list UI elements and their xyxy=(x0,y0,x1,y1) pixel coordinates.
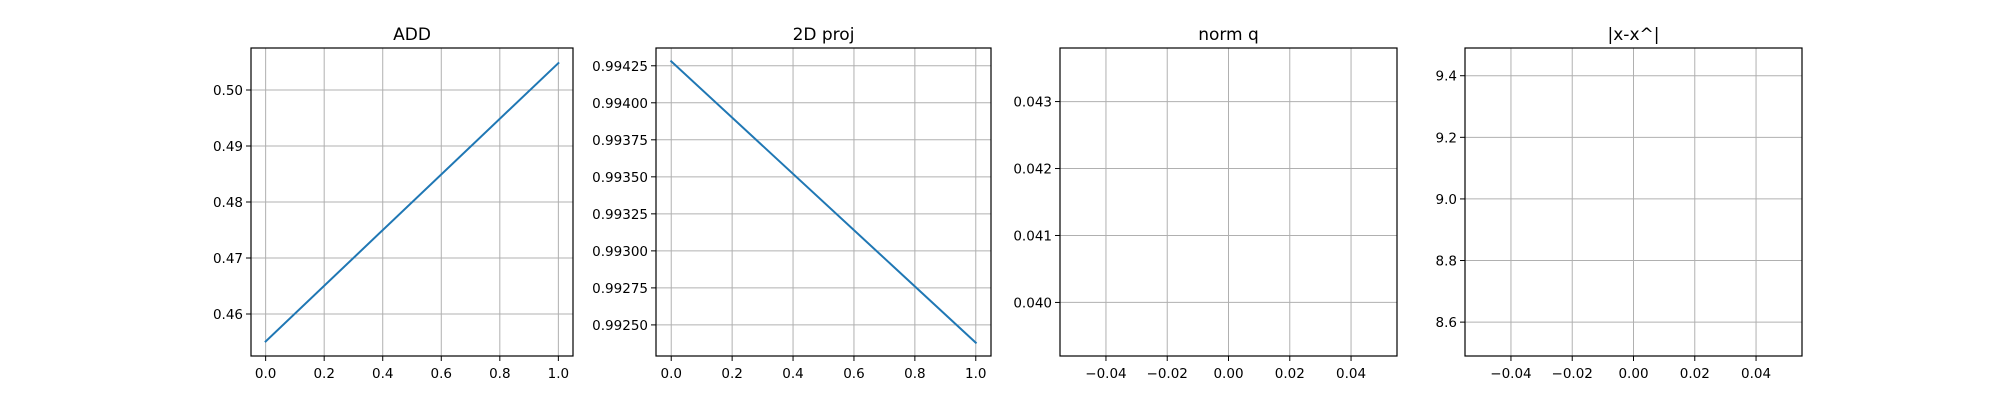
x-tick-label: 0.4 xyxy=(372,366,393,382)
subplot-1: 0.0 0.2 0.4 0.6 0.8 1.0 0.46 0.47 0.48 0.49 0.50 AD… xyxy=(213,25,574,382)
x-tick-label: 0.8 xyxy=(904,366,925,382)
y-tick-label: 0.042 xyxy=(1013,162,1052,178)
subplot-3: −0.04 −0.02 0.00 0.02 0.04 0.040 0.041 0.042 0.0… xyxy=(1013,25,1398,382)
x-tick-label: 1.0 xyxy=(965,366,986,382)
x-tick-label: 0.8 xyxy=(489,366,510,382)
x-tick-label: 0.0 xyxy=(255,366,276,382)
x-tick-label: 0.02 xyxy=(1275,366,1305,382)
y-tick-label: 0.99325 xyxy=(592,207,648,223)
x-tick-label: 0.2 xyxy=(313,366,334,382)
x-tick-label: 1.0 xyxy=(548,366,569,382)
chart-title: norm q xyxy=(1198,25,1259,45)
x-tick-label: 0.6 xyxy=(843,366,864,382)
x-tick-label: 0.0 xyxy=(660,366,681,382)
y-tick-label: 0.99350 xyxy=(592,170,648,186)
x-tick-label: 0.6 xyxy=(431,366,452,382)
y-tick-label: 0.043 xyxy=(1013,95,1052,111)
y-tick-label: 0.48 xyxy=(213,195,243,211)
y-tick-label: 9.4 xyxy=(1436,69,1457,85)
subplot-4: −0.04 −0.02 0.00 0.02 0.04 8.6 8.8 9.0 9.2 9.4 |x-… xyxy=(1436,25,1803,382)
y-tick-label: 9.0 xyxy=(1436,192,1457,208)
subplot-2: 0.0 0.2 0.4 0.6 0.8 1.0 0.99250 0.99275 0.99300 0… xyxy=(592,25,992,382)
x-tick-label: −0.04 xyxy=(1085,366,1126,382)
y-tick-label: 0.040 xyxy=(1013,295,1052,311)
data-line xyxy=(264,61,560,343)
y-tick-label: 0.99400 xyxy=(592,96,648,112)
x-tick-label: 0.2 xyxy=(721,366,742,382)
x-tick-label: 0.04 xyxy=(1741,366,1771,382)
y-tick-label: 0.50 xyxy=(213,83,243,99)
x-tick-label: 0.00 xyxy=(1213,366,1243,382)
y-tick-label: 0.99275 xyxy=(592,281,648,297)
subplots: 0.0 0.2 0.4 0.6 0.8 1.0 0.46 0.47 0.48 0.49 0.50 AD… xyxy=(213,25,1803,382)
y-tick-label: 0.99425 xyxy=(592,59,648,75)
x-tick-label: 0.00 xyxy=(1618,366,1648,382)
data-line xyxy=(669,59,978,345)
y-tick-label: 8.8 xyxy=(1436,254,1457,270)
y-tick-label: 0.46 xyxy=(213,307,243,323)
y-tick-label: 8.6 xyxy=(1436,315,1457,331)
x-tick-label: 0.04 xyxy=(1336,366,1366,382)
chart-title: ADD xyxy=(393,25,431,45)
chart-title: |x-x^| xyxy=(1608,25,1660,45)
x-tick-label: −0.02 xyxy=(1552,366,1593,382)
x-tick-label: 0.02 xyxy=(1680,366,1710,382)
y-tick-label: 0.99300 xyxy=(592,244,648,260)
y-tick-label: 9.2 xyxy=(1436,130,1457,146)
y-tick-label: 0.49 xyxy=(213,139,243,155)
y-tick-label: 0.99250 xyxy=(592,318,648,334)
x-tick-label: −0.04 xyxy=(1490,366,1531,382)
y-tick-label: 0.47 xyxy=(213,251,243,267)
y-tick-label: 0.041 xyxy=(1013,228,1052,244)
x-tick-label: −0.02 xyxy=(1147,366,1188,382)
axes-frame xyxy=(655,47,992,357)
x-tick-label: 0.4 xyxy=(782,366,803,382)
y-tick-label: 0.99375 xyxy=(592,133,648,149)
chart-title: 2D proj xyxy=(793,25,855,45)
